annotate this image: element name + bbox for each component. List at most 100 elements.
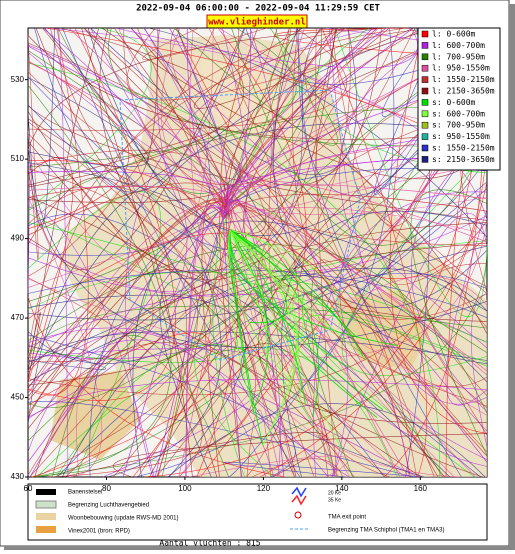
legend-swatch	[421, 144, 429, 152]
track	[223, 202, 488, 376]
track	[223, 27, 323, 210]
legend-label: s: 950-1550m	[432, 132, 490, 141]
legend-swatch	[421, 53, 429, 61]
track	[27, 27, 89, 396]
map-legend-label: Banenstelsel	[68, 490, 102, 496]
track	[227, 180, 488, 243]
track	[268, 27, 339, 101]
map-legend-box	[27, 483, 488, 541]
legend-label: l: 600-700m	[432, 41, 485, 50]
track	[201, 197, 227, 478]
track	[144, 27, 281, 478]
track	[27, 293, 410, 478]
shadow	[509, 4, 515, 550]
airport-swatch	[35, 500, 57, 509]
track	[229, 229, 343, 451]
track	[208, 27, 300, 478]
track	[27, 196, 103, 478]
track	[178, 275, 488, 478]
track	[27, 147, 488, 348]
track	[229, 229, 357, 338]
track	[229, 229, 364, 357]
track	[27, 199, 223, 398]
y-tick-label: 450	[11, 393, 25, 402]
axes: 60 80 100 120 140 160 430 450 470 490 510 530	[11, 75, 428, 493]
map-legend-label: Vinex2001 (bron: RPD)	[68, 529, 130, 535]
track	[27, 237, 483, 478]
housing-swatch	[36, 513, 56, 520]
track	[246, 409, 272, 478]
y-tick-label: 490	[11, 234, 25, 243]
track	[424, 263, 488, 396]
track	[27, 221, 488, 358]
track	[27, 339, 329, 478]
legend-label: l: 700-950m	[432, 52, 485, 61]
track	[27, 85, 172, 478]
track	[27, 168, 198, 478]
track	[108, 27, 488, 147]
track	[48, 27, 488, 220]
track	[27, 213, 385, 478]
track	[90, 27, 488, 467]
track	[27, 133, 154, 363]
track	[208, 376, 418, 478]
track	[332, 213, 488, 478]
track	[185, 204, 227, 478]
track	[225, 27, 305, 203]
track	[445, 209, 488, 406]
track	[27, 35, 488, 140]
track	[225, 27, 374, 212]
tracks	[27, 27, 488, 478]
map-legend-label: Begrenzing TMA Schiphol (TMA1 en TMA3)	[328, 528, 445, 534]
y-tick-label: 470	[11, 313, 25, 322]
track	[27, 222, 488, 363]
legend-swatch	[421, 76, 429, 83]
track	[136, 27, 229, 215]
track	[27, 205, 225, 394]
track	[225, 203, 401, 478]
land	[330, 290, 430, 370]
x-tick-label: 60	[24, 484, 33, 493]
track	[27, 27, 215, 277]
track	[27, 232, 411, 478]
track	[122, 210, 228, 478]
legend-swatch	[421, 156, 429, 163]
track	[149, 343, 336, 478]
legend-label: s: 0-600m	[432, 98, 476, 107]
legend-label: s: 700-950m	[432, 121, 485, 130]
track	[27, 191, 162, 478]
track	[126, 27, 432, 101]
logo[interactable]: www.vlieghinder.nl	[208, 17, 306, 28]
legend-swatch	[421, 87, 429, 95]
track	[188, 455, 349, 478]
map-legend-label: Woonbebouwing (update RWS-MD 2001)	[68, 516, 179, 522]
tma-boundary	[119, 89, 361, 361]
track	[27, 27, 245, 188]
track	[27, 27, 395, 151]
track	[27, 294, 246, 478]
title: 2022-09-04 06:00:00 - 2022-09-04 11:29:5…	[136, 4, 380, 14]
track	[154, 211, 230, 478]
track	[270, 27, 488, 343]
map-legend-label: 35 Ke	[328, 497, 341, 503]
track	[142, 27, 268, 60]
track	[311, 259, 435, 478]
track	[76, 207, 488, 478]
track	[27, 177, 193, 478]
track	[328, 27, 488, 405]
track	[34, 27, 246, 193]
track	[27, 158, 488, 321]
track	[238, 27, 278, 94]
track	[170, 27, 488, 409]
map-legend-label: 20 Ke	[328, 490, 341, 496]
track	[224, 77, 488, 212]
land	[50, 370, 140, 460]
x-tick-label: 160	[414, 484, 428, 493]
x-tick-label: 120	[257, 484, 271, 493]
track	[27, 27, 176, 401]
ke35-swatch	[291, 494, 307, 506]
legend-box	[417, 27, 501, 171]
track	[229, 229, 349, 368]
track	[27, 213, 238, 363]
